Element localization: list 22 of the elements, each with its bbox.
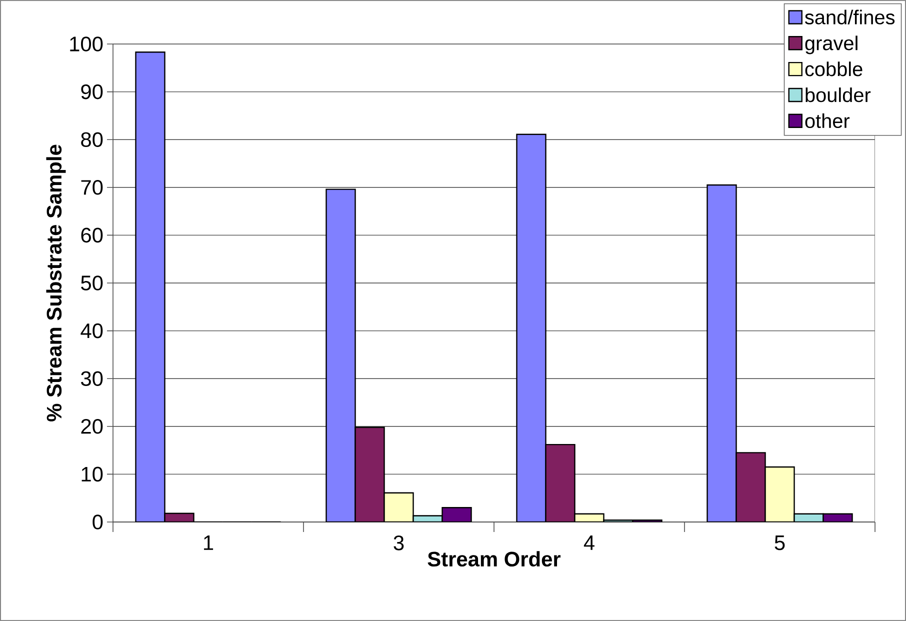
y-axis-title: % Stream Substrate Sample xyxy=(46,144,66,422)
legend-label: cobble xyxy=(805,62,862,76)
y-tick-label: 60 xyxy=(81,228,103,243)
y-tick-label: 50 xyxy=(81,276,103,290)
legend-label: other xyxy=(805,113,850,128)
y-tick-label: 40 xyxy=(80,323,103,338)
legend-label: gravel xyxy=(805,36,858,54)
y-tick-label: 90 xyxy=(81,84,103,100)
y-tick-label: 100 xyxy=(70,36,103,52)
y-tick-label: 30 xyxy=(81,371,103,386)
x-tick-label: 1 xyxy=(204,536,214,550)
legend-label: boulder xyxy=(806,88,871,102)
x-axis-title: Stream Order xyxy=(428,551,561,567)
x-tick-label: 3 xyxy=(394,536,404,550)
y-tick-label: 10 xyxy=(82,466,103,482)
y-tick-label: 0 xyxy=(92,514,103,530)
x-tick-label: 4 xyxy=(584,536,594,550)
y-tick-label: 70 xyxy=(81,180,103,195)
legend-label: sand/fines xyxy=(805,10,895,24)
y-tick-label: 80 xyxy=(81,132,103,147)
x-tick-label: 5 xyxy=(774,536,785,550)
y-tick-label: 20 xyxy=(81,418,103,434)
